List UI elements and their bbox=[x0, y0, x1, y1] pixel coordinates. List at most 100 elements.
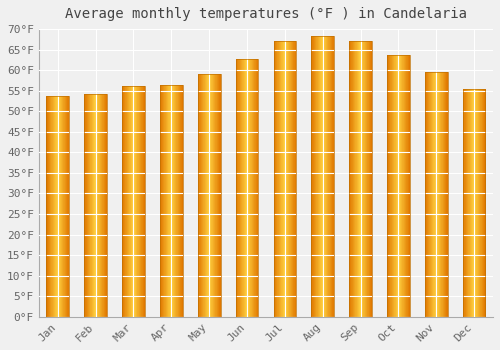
Bar bbox=[354, 41, 355, 317]
Bar bbox=[292, 41, 293, 317]
Bar bbox=[219, 74, 220, 317]
Bar bbox=[274, 41, 275, 317]
Bar bbox=[250, 60, 251, 317]
Bar bbox=[100, 93, 102, 317]
Bar bbox=[236, 60, 237, 317]
Bar bbox=[318, 36, 320, 317]
Bar bbox=[367, 41, 368, 317]
Bar bbox=[136, 86, 137, 317]
Bar bbox=[135, 86, 136, 317]
Bar bbox=[466, 89, 467, 317]
Bar bbox=[403, 55, 404, 317]
Bar bbox=[387, 55, 410, 317]
Bar bbox=[359, 41, 360, 317]
Bar bbox=[325, 36, 326, 317]
Bar bbox=[469, 89, 470, 317]
Bar bbox=[244, 60, 246, 317]
Bar bbox=[317, 36, 318, 317]
Bar bbox=[211, 74, 212, 317]
Bar bbox=[99, 93, 100, 317]
Bar bbox=[370, 41, 371, 317]
Bar bbox=[463, 89, 485, 317]
Bar bbox=[473, 89, 474, 317]
Bar bbox=[206, 74, 207, 317]
Bar bbox=[53, 96, 54, 317]
Bar bbox=[130, 86, 131, 317]
Bar bbox=[61, 96, 62, 317]
Bar bbox=[60, 96, 61, 317]
Bar bbox=[52, 96, 53, 317]
Bar bbox=[318, 36, 319, 317]
Bar bbox=[241, 60, 242, 317]
Bar bbox=[49, 96, 50, 317]
Bar bbox=[400, 55, 402, 317]
Bar bbox=[282, 41, 283, 317]
Bar bbox=[251, 60, 252, 317]
Bar bbox=[436, 72, 437, 317]
Bar bbox=[399, 55, 400, 317]
Bar bbox=[288, 41, 289, 317]
Bar bbox=[392, 55, 394, 317]
Bar bbox=[102, 93, 103, 317]
Bar bbox=[428, 72, 429, 317]
Bar bbox=[236, 60, 258, 317]
Bar bbox=[430, 72, 431, 317]
Bar bbox=[198, 74, 199, 317]
Bar bbox=[55, 96, 56, 317]
Bar bbox=[286, 41, 287, 317]
Bar bbox=[164, 85, 165, 317]
Bar bbox=[244, 60, 245, 317]
Bar bbox=[332, 36, 333, 317]
Bar bbox=[257, 60, 258, 317]
Bar bbox=[210, 74, 211, 317]
Bar bbox=[366, 41, 367, 317]
Bar bbox=[468, 89, 469, 317]
Bar bbox=[94, 93, 95, 317]
Bar bbox=[124, 86, 125, 317]
Bar bbox=[57, 96, 58, 317]
Bar bbox=[63, 96, 64, 317]
Bar bbox=[67, 96, 68, 317]
Bar bbox=[46, 96, 69, 317]
Bar bbox=[103, 93, 104, 317]
Bar bbox=[429, 72, 430, 317]
Bar bbox=[480, 89, 481, 317]
Bar bbox=[198, 74, 220, 317]
Bar bbox=[331, 36, 332, 317]
Bar bbox=[472, 89, 473, 317]
Bar bbox=[395, 55, 396, 317]
Bar bbox=[174, 85, 176, 317]
Bar bbox=[361, 41, 362, 317]
Bar bbox=[207, 74, 208, 317]
Bar bbox=[350, 41, 351, 317]
Bar bbox=[435, 72, 436, 317]
Bar bbox=[238, 60, 239, 317]
Bar bbox=[321, 36, 322, 317]
Bar bbox=[291, 41, 292, 317]
Bar bbox=[322, 36, 324, 317]
Bar bbox=[51, 96, 52, 317]
Bar bbox=[85, 93, 86, 317]
Bar bbox=[84, 93, 85, 317]
Bar bbox=[177, 85, 178, 317]
Bar bbox=[369, 41, 370, 317]
Bar bbox=[139, 86, 140, 317]
Bar bbox=[131, 86, 132, 317]
Bar bbox=[390, 55, 391, 317]
Bar bbox=[246, 60, 247, 317]
Bar bbox=[387, 55, 388, 317]
Bar bbox=[160, 85, 161, 317]
Bar bbox=[358, 41, 359, 317]
Bar bbox=[293, 41, 294, 317]
Bar bbox=[434, 72, 435, 317]
Bar bbox=[477, 89, 478, 317]
Bar bbox=[172, 85, 173, 317]
Bar bbox=[50, 96, 51, 317]
Bar bbox=[408, 55, 409, 317]
Bar bbox=[170, 85, 171, 317]
Bar bbox=[161, 85, 162, 317]
Bar bbox=[441, 72, 442, 317]
Bar bbox=[463, 89, 464, 317]
Bar bbox=[87, 93, 88, 317]
Bar bbox=[169, 85, 170, 317]
